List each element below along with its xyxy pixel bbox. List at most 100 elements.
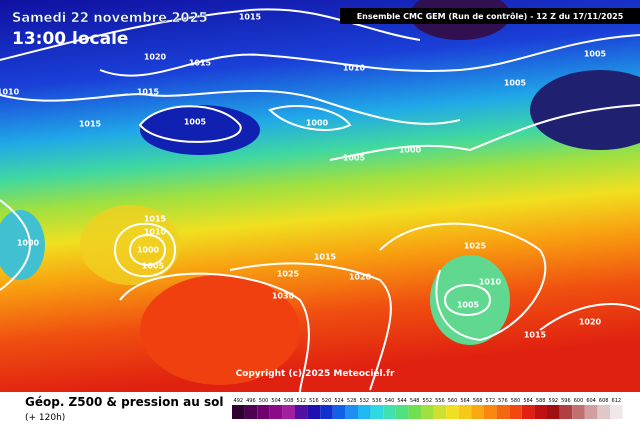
scale-label: 588: [536, 398, 546, 404]
local-time: 13:00 locale: [12, 29, 128, 49]
scale-swatch: [232, 405, 245, 419]
isobar-label: 1015: [137, 88, 160, 97]
isobar-label: 1015: [189, 59, 212, 68]
scale-label: 564: [460, 398, 470, 404]
scale-swatch: [421, 405, 434, 419]
isobar-label: 1020: [144, 53, 167, 62]
lead-time: (+ 120h): [25, 413, 65, 423]
isobar-label: 1015: [314, 253, 337, 262]
scale-label: 572: [486, 398, 496, 404]
scale-swatch: [433, 405, 447, 419]
scale-label: 516: [309, 398, 319, 404]
scale-swatch: [597, 405, 610, 419]
date: Samedi 22 novembre 2025: [12, 11, 208, 26]
isobar-label: 1025: [464, 242, 487, 251]
scale-label: 520: [322, 398, 332, 404]
isobar-label: 1015: [79, 120, 102, 129]
scale-swatch: [307, 405, 321, 419]
scale-label: 540: [385, 398, 395, 404]
isobar-label: 1000: [306, 119, 329, 128]
scale-label: 524: [334, 398, 344, 404]
isobar-label: 1000: [137, 246, 160, 255]
isobar-labels: 1015 1020 1015 1010 1010 1015 1015 1005 1000 1005…: [0, 13, 607, 340]
isobar-label: 1020: [349, 273, 372, 282]
scale-label: 596: [561, 398, 571, 404]
isobar-label: 1010: [343, 64, 366, 73]
isobar-label: 1005: [184, 118, 207, 127]
scale-swatch: [244, 405, 258, 419]
scale-swatch: [345, 405, 358, 419]
isobar-label: 1030: [272, 292, 295, 301]
scale-label: 544: [397, 398, 407, 404]
isobar-label: 1025: [277, 270, 300, 279]
model-info: Ensemble CMC GEM (Run de contrôle) - 12 …: [357, 11, 624, 21]
scale-label: 512: [297, 398, 307, 404]
scale-swatch: [332, 405, 346, 419]
scale-label: 604: [586, 398, 596, 404]
scale-label: 500: [259, 398, 269, 404]
scale-swatch: [572, 405, 585, 419]
scale-swatch: [534, 405, 547, 419]
model-banner: [340, 8, 640, 24]
z500-field: [0, 0, 640, 392]
scale-label: 492: [234, 398, 244, 404]
footer-title: Géop. Z500 & pression au sol: [25, 395, 223, 409]
isobar-label: 1005: [584, 50, 607, 59]
scale-label: 576: [498, 398, 508, 404]
isobar-lines: [0, 8, 640, 393]
trough: [0, 210, 45, 280]
isobar-label: 1010: [479, 278, 502, 287]
isobar-label: 1005: [457, 301, 480, 310]
scale-label: 600: [574, 398, 584, 404]
scale-label: 560: [448, 398, 458, 404]
scale-swatch: [269, 405, 283, 419]
low-area: [140, 105, 260, 155]
scale-label: 548: [410, 398, 420, 404]
scale-swatch: [257, 405, 270, 419]
isobar-label: 1000: [399, 146, 422, 155]
scale-swatch: [408, 405, 421, 419]
isobar-label: 1005: [142, 262, 165, 271]
scale-label: 496: [246, 398, 256, 404]
scale-label: 592: [549, 398, 559, 404]
scale-label: 568: [473, 398, 483, 404]
color-scale: 492 496 500 504 508 512 516 520 524 528 532 536 540 5…: [232, 398, 623, 419]
scale-swatch: [559, 405, 573, 419]
isobar-label: 1010: [0, 88, 20, 97]
scale-label: 532: [360, 398, 370, 404]
scale-label: 580: [511, 398, 521, 404]
scale-swatch: [458, 405, 472, 419]
high-core: [140, 275, 300, 385]
isobar-label: 1020: [579, 318, 602, 327]
isobar-label: 1005: [504, 79, 527, 88]
scale-swatch: [610, 405, 623, 419]
scale-swatch: [395, 405, 409, 419]
scale-swatch: [496, 405, 510, 419]
scale-swatch: [509, 405, 522, 419]
scale-swatch: [547, 405, 560, 419]
isobar-label: 1015: [524, 331, 547, 340]
scale-swatch: [471, 405, 484, 419]
scale-swatch: [320, 405, 333, 419]
low-area: [530, 70, 640, 150]
scale-swatch: [584, 405, 598, 419]
isobar-label: 1015: [144, 215, 167, 224]
scale-swatch: [521, 405, 535, 419]
scale-label: 528: [347, 398, 357, 404]
isobar-label: 1010: [144, 228, 167, 237]
scale-swatch: [383, 405, 396, 419]
scale-label: 552: [423, 398, 433, 404]
scale-label: 508: [284, 398, 294, 404]
scale-label: 556: [435, 398, 445, 404]
scale-swatch: [370, 405, 384, 419]
scale-swatch: [484, 405, 497, 419]
scale-label: 504: [271, 398, 281, 404]
copyright: Copyright (c) 2025 Meteociel.fr: [236, 369, 395, 379]
isobar-label: 1005: [343, 154, 366, 163]
scale-label: 536: [372, 398, 382, 404]
scale-swatch: [282, 405, 295, 419]
scale-label: 584: [523, 398, 533, 404]
cutoff-low: [430, 255, 510, 345]
scale-label: 608: [599, 398, 609, 404]
